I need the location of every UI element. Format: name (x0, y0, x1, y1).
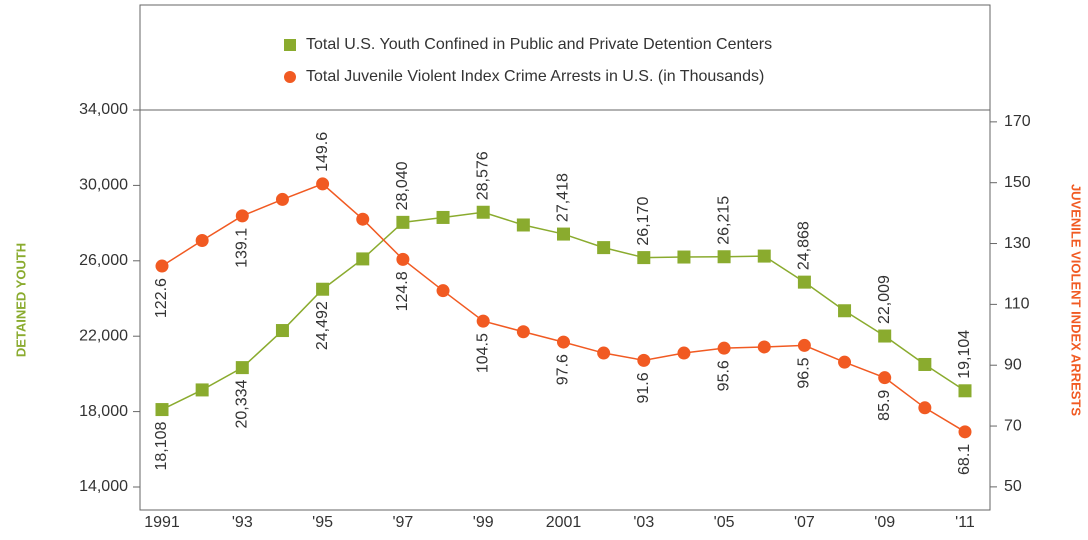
y2-tick-label: 110 (1004, 296, 1030, 313)
data-point (878, 329, 892, 343)
data-point (396, 252, 410, 266)
data-label: 24,492 (314, 301, 331, 350)
data-point (476, 314, 490, 328)
data-point (637, 251, 651, 265)
data-label: 124.8 (394, 271, 411, 311)
x-tick-label: 1991 (144, 514, 180, 531)
data-point (396, 215, 410, 229)
y2-tick-label: 50 (1004, 478, 1022, 495)
data-label: 27,418 (555, 173, 572, 222)
x-tick-label: 2001 (546, 514, 582, 531)
x-tick-label: '03 (633, 514, 654, 531)
data-label: 91.6 (635, 372, 652, 403)
data-point (958, 384, 972, 398)
data-point (797, 275, 811, 289)
data-point (516, 325, 530, 339)
data-point (958, 425, 972, 439)
y-tick-label: 34,000 (79, 101, 128, 118)
data-point (717, 250, 731, 264)
data-point (235, 361, 249, 375)
x-tick-label: '95 (312, 514, 333, 531)
data-point (195, 383, 209, 397)
data-point (597, 241, 611, 255)
y-axis-label: DETAINED YOUTH (13, 243, 28, 357)
legend-marker (284, 39, 296, 51)
y2-tick-label: 90 (1004, 356, 1022, 373)
data-label: 122.6 (153, 278, 170, 318)
data-label: 139.1 (234, 228, 251, 268)
data-point (436, 284, 450, 298)
data-point (316, 177, 330, 191)
data-point (557, 227, 570, 241)
data-point (476, 205, 490, 219)
data-label: 26,170 (635, 197, 652, 246)
data-point (516, 218, 530, 232)
data-point (677, 250, 691, 264)
x-tick-label: '97 (392, 514, 413, 531)
legend-label: Total U.S. Youth Confined in Public and … (306, 36, 772, 53)
data-label: 97.6 (555, 354, 572, 385)
data-label: 28,040 (394, 161, 411, 210)
data-point (637, 353, 651, 367)
data-label: 96.5 (796, 357, 813, 388)
y2-tick-label: 150 (1004, 174, 1031, 191)
x-tick-label: '05 (714, 514, 735, 531)
y2-tick-label: 170 (1004, 113, 1031, 130)
data-label: 22,009 (876, 275, 893, 324)
data-point (677, 346, 691, 360)
data-label: 24,868 (796, 221, 813, 270)
data-label: 95.6 (715, 360, 732, 391)
legend-marker (284, 71, 296, 83)
data-point (356, 252, 370, 266)
plot-frame (139, 4, 991, 511)
x-tick-label: '99 (473, 514, 494, 531)
y-tick-label: 18,000 (79, 403, 128, 420)
data-point (838, 304, 852, 318)
data-point (878, 371, 892, 385)
data-point (155, 403, 169, 417)
x-tick-label: '93 (232, 514, 253, 531)
data-point (316, 282, 330, 296)
data-point (757, 249, 771, 263)
data-point (235, 209, 249, 223)
y-tick-label: 22,000 (79, 327, 128, 344)
legend-label: Total Juvenile Violent Index Crime Arres… (306, 68, 764, 85)
data-label: 149.6 (314, 132, 331, 172)
data-point (195, 233, 209, 247)
y2-tick-label: 70 (1004, 417, 1022, 434)
data-point (275, 192, 289, 206)
data-label: 104.5 (474, 333, 491, 373)
x-tick-label: '11 (955, 514, 975, 531)
data-point (155, 259, 169, 273)
data-point (918, 401, 932, 415)
data-label: 19,104 (956, 330, 973, 379)
data-point (757, 340, 771, 354)
data-label: 68.1 (956, 444, 973, 475)
y2-axis-label: JUVENILE VIOLENT INDEX ARRESTS (1069, 184, 1084, 416)
y-tick-label: 26,000 (79, 252, 128, 269)
data-label: 26,215 (715, 196, 732, 245)
data-point (918, 357, 932, 371)
y2-tick-label: 130 (1004, 235, 1031, 252)
data-point (838, 355, 852, 369)
y-tick-label: 14,000 (79, 478, 128, 495)
data-point (356, 212, 370, 226)
data-label: 20,334 (234, 380, 251, 429)
data-point (275, 324, 289, 338)
y-tick-label: 30,000 (79, 177, 128, 194)
data-label: 28,576 (474, 151, 491, 200)
data-label: 18,108 (153, 421, 170, 470)
data-point (597, 346, 611, 360)
x-tick-label: '09 (874, 514, 895, 531)
data-point (797, 338, 811, 352)
x-tick-label: '07 (794, 514, 815, 531)
data-point (717, 341, 731, 355)
data-point (557, 335, 570, 349)
data-point (436, 210, 450, 224)
data-label: 85.9 (876, 390, 893, 421)
